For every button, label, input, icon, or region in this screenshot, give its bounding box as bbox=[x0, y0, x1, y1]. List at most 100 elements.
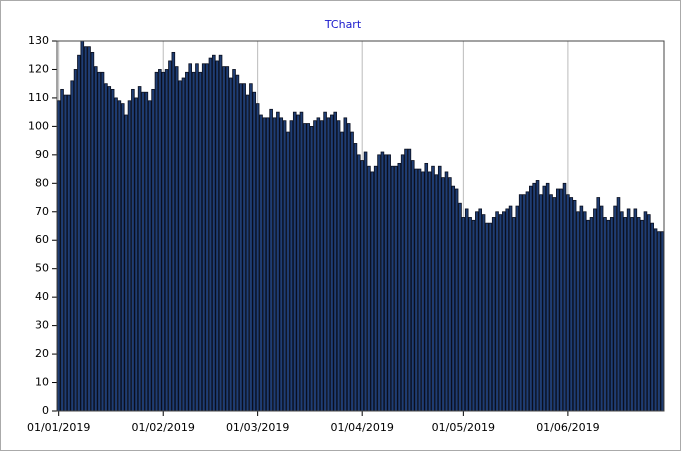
y-tick-label: 120 bbox=[28, 62, 49, 75]
bar bbox=[265, 117, 270, 412]
bar bbox=[421, 171, 425, 412]
bar bbox=[427, 171, 432, 412]
bar bbox=[93, 66, 98, 412]
bar bbox=[441, 177, 445, 412]
bar bbox=[319, 120, 324, 412]
bar bbox=[144, 91, 149, 412]
x-tick-label: 01/03/2019 bbox=[226, 421, 289, 434]
bar bbox=[215, 60, 219, 412]
bar bbox=[161, 71, 166, 412]
bar bbox=[488, 222, 493, 412]
bar bbox=[174, 66, 179, 412]
x-tick-label: 01/06/2019 bbox=[536, 421, 599, 434]
x-tick-label: 01/02/2019 bbox=[132, 421, 195, 434]
plot-border bbox=[56, 40, 665, 412]
bar bbox=[387, 154, 391, 412]
bar bbox=[481, 214, 486, 412]
bar bbox=[67, 94, 71, 412]
bar bbox=[579, 205, 584, 412]
bar bbox=[593, 208, 597, 412]
bar bbox=[555, 188, 560, 412]
bar bbox=[279, 117, 284, 412]
bar bbox=[120, 103, 125, 412]
bar bbox=[586, 219, 590, 412]
bar bbox=[464, 208, 469, 412]
bar bbox=[154, 71, 159, 412]
bar bbox=[633, 208, 638, 412]
bar bbox=[498, 214, 503, 412]
bar bbox=[218, 54, 223, 412]
bar bbox=[107, 86, 112, 412]
bar bbox=[410, 160, 415, 412]
bar bbox=[245, 94, 250, 412]
y-tick-label: 10 bbox=[35, 376, 49, 389]
bar bbox=[326, 117, 331, 412]
bar bbox=[437, 165, 442, 412]
bar bbox=[657, 231, 661, 412]
x-tick-label: 01/01/2019 bbox=[27, 421, 90, 434]
bar bbox=[360, 160, 364, 412]
bar bbox=[222, 66, 226, 412]
bar bbox=[606, 219, 611, 412]
bar bbox=[475, 211, 479, 412]
bar bbox=[566, 194, 570, 412]
bar bbox=[552, 197, 557, 412]
bar bbox=[623, 217, 628, 412]
bar bbox=[394, 165, 398, 412]
bar bbox=[201, 63, 206, 412]
bar bbox=[599, 205, 604, 412]
chart-title: TChart bbox=[324, 18, 362, 31]
bar bbox=[357, 154, 361, 412]
bar bbox=[582, 211, 587, 412]
bar bbox=[377, 154, 381, 412]
bar bbox=[485, 222, 489, 412]
bar bbox=[303, 123, 307, 412]
bar bbox=[151, 88, 155, 412]
bar bbox=[262, 117, 267, 412]
bar bbox=[63, 94, 68, 412]
bar bbox=[478, 208, 483, 412]
bar bbox=[576, 211, 580, 412]
bar bbox=[127, 100, 132, 412]
bar bbox=[444, 171, 449, 412]
bar bbox=[400, 154, 405, 412]
y-tick-label: 30 bbox=[35, 319, 49, 332]
bar bbox=[87, 46, 91, 412]
bar bbox=[603, 217, 607, 412]
bar bbox=[650, 222, 654, 412]
y-tick-label: 90 bbox=[35, 148, 49, 161]
bar bbox=[404, 148, 408, 412]
y-tick-label: 50 bbox=[35, 262, 49, 275]
bar bbox=[630, 217, 634, 412]
bar bbox=[141, 91, 145, 412]
bar bbox=[100, 71, 105, 412]
bar bbox=[647, 214, 651, 412]
y-tick-label: 0 bbox=[42, 404, 49, 417]
bar bbox=[397, 162, 402, 412]
bar bbox=[104, 83, 108, 412]
bar bbox=[77, 54, 81, 412]
bar bbox=[346, 123, 351, 412]
bar bbox=[242, 83, 246, 412]
bar bbox=[431, 165, 435, 412]
bar bbox=[259, 114, 263, 412]
bar bbox=[363, 151, 368, 412]
bar bbox=[522, 194, 526, 412]
bar bbox=[653, 228, 658, 412]
y-tick-label: 80 bbox=[35, 176, 49, 189]
bar bbox=[147, 100, 152, 412]
bar bbox=[505, 208, 509, 412]
bar bbox=[191, 71, 196, 412]
bar bbox=[80, 40, 85, 412]
bar bbox=[131, 88, 135, 412]
bar bbox=[97, 71, 101, 412]
bar bbox=[454, 188, 459, 412]
bar bbox=[249, 83, 253, 412]
bar bbox=[158, 69, 162, 412]
bar bbox=[330, 114, 334, 412]
bar bbox=[626, 208, 631, 412]
y-tick-label: 40 bbox=[35, 290, 49, 303]
bar bbox=[350, 131, 354, 412]
bar bbox=[232, 69, 236, 412]
